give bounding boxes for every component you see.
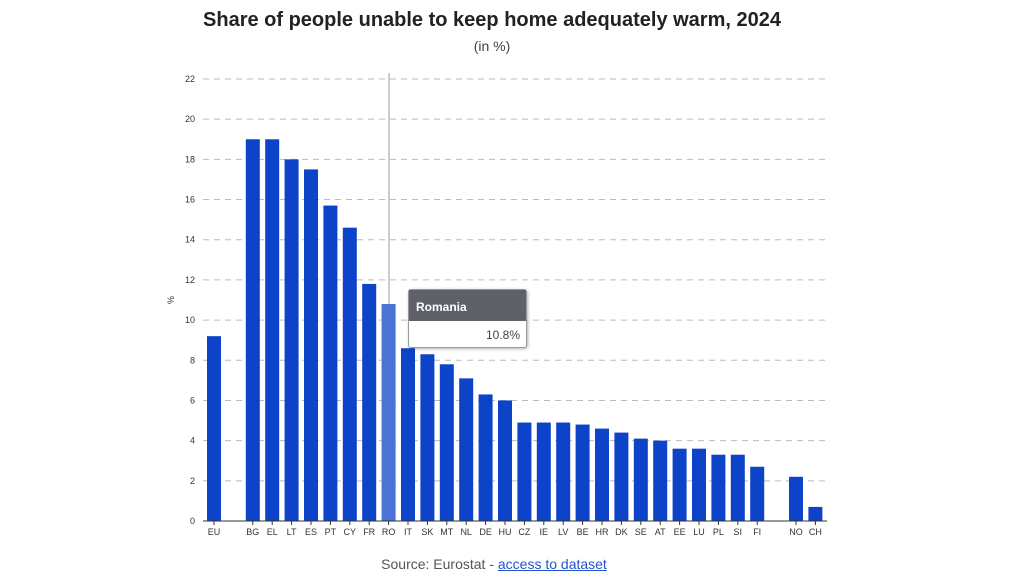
tooltip-label: Romania bbox=[409, 290, 526, 321]
bar-el bbox=[265, 139, 280, 522]
x-tick-label: HR bbox=[596, 527, 609, 537]
bar-ie bbox=[536, 422, 551, 521]
x-tick-label: PL bbox=[713, 527, 724, 537]
bar-pt bbox=[323, 205, 338, 521]
bar-pl bbox=[711, 454, 726, 521]
x-tick-label: DE bbox=[479, 527, 492, 537]
chart-title: Share of people unable to keep home adeq… bbox=[203, 9, 781, 31]
source-text: Source: Eurostat - bbox=[381, 556, 498, 572]
x-tick-label: BE bbox=[577, 527, 589, 537]
x-tick-label: SI bbox=[734, 527, 743, 537]
x-tick-label: FI bbox=[753, 527, 761, 537]
chart-subtitle: (in %) bbox=[473, 38, 511, 54]
x-tick-label: HU bbox=[499, 527, 512, 537]
y-tick-label: 14 bbox=[185, 235, 195, 245]
y-tick-label: 18 bbox=[185, 154, 195, 164]
x-tick-label: CZ bbox=[518, 527, 530, 537]
x-tick-label: EU bbox=[208, 527, 221, 537]
bar-no bbox=[789, 476, 803, 521]
x-tick-label: FR bbox=[363, 527, 375, 537]
bar-be bbox=[575, 424, 590, 521]
y-tick-label: 8 bbox=[190, 355, 195, 365]
x-tick-label: NO bbox=[789, 527, 803, 537]
bar-ee bbox=[672, 448, 687, 521]
y-tick-label: 2 bbox=[190, 476, 195, 486]
x-tick-label: CH bbox=[809, 527, 822, 537]
tooltip: Romania 10.8% bbox=[408, 289, 527, 348]
bar-cz bbox=[517, 422, 532, 521]
bar-at bbox=[653, 440, 668, 521]
bar-fr bbox=[362, 283, 377, 521]
bar-hu bbox=[498, 400, 512, 521]
bar-bg bbox=[245, 139, 260, 522]
bar-lu bbox=[692, 448, 706, 521]
x-tick-label: NL bbox=[460, 527, 472, 537]
x-tick-label: RO bbox=[382, 527, 396, 537]
bar-dk bbox=[614, 432, 629, 521]
x-tick-label: LT bbox=[287, 527, 297, 537]
y-tick-label: 10 bbox=[185, 315, 195, 325]
y-axis-label: % bbox=[166, 296, 176, 304]
x-tick-label: LV bbox=[558, 527, 568, 537]
x-tick-label: DK bbox=[615, 527, 628, 537]
y-tick-label: 0 bbox=[190, 516, 195, 526]
bar-lv bbox=[556, 422, 571, 521]
bar-lt bbox=[284, 159, 299, 521]
x-tick-label: BG bbox=[246, 527, 259, 537]
x-tick-label: PT bbox=[325, 527, 337, 537]
x-tick-label: EL bbox=[267, 527, 278, 537]
bar-it bbox=[401, 348, 415, 521]
bar-ch bbox=[808, 506, 823, 521]
y-tick-label: 20 bbox=[185, 114, 195, 124]
bar-si bbox=[730, 454, 745, 521]
bar-fi bbox=[750, 466, 765, 521]
bar-de bbox=[478, 394, 493, 521]
source-line: Source: Eurostat - access to dataset bbox=[0, 556, 988, 572]
bar-hr bbox=[595, 428, 609, 521]
bar-nl bbox=[459, 378, 474, 521]
x-tick-label: EE bbox=[674, 527, 686, 537]
tooltip-value: 10.8% bbox=[485, 328, 520, 342]
bar-ro bbox=[381, 304, 396, 521]
bar-mt bbox=[439, 364, 454, 521]
x-tick-label: CY bbox=[344, 527, 357, 537]
x-tick-label: IT bbox=[404, 527, 413, 537]
x-tick-label: MT bbox=[440, 527, 453, 537]
x-tick-label: ES bbox=[305, 527, 317, 537]
x-tick-label: SE bbox=[635, 527, 647, 537]
x-tick-label: LU bbox=[693, 527, 705, 537]
x-tick-label: SK bbox=[421, 527, 433, 537]
x-tick-label: IE bbox=[540, 527, 549, 537]
y-tick-label: 22 bbox=[185, 74, 195, 84]
y-tick-label: 16 bbox=[185, 195, 195, 205]
x-tick-label: AT bbox=[655, 527, 666, 537]
bar-cy bbox=[342, 227, 357, 521]
bar-eu bbox=[207, 336, 221, 521]
y-tick-label: 12 bbox=[185, 275, 195, 285]
bar-se bbox=[633, 438, 648, 521]
bar-sk bbox=[420, 354, 435, 521]
y-tick-label: 6 bbox=[190, 395, 195, 405]
bar-es bbox=[304, 169, 318, 521]
dataset-link[interactable]: access to dataset bbox=[497, 556, 607, 572]
y-tick-label: 4 bbox=[190, 436, 195, 446]
